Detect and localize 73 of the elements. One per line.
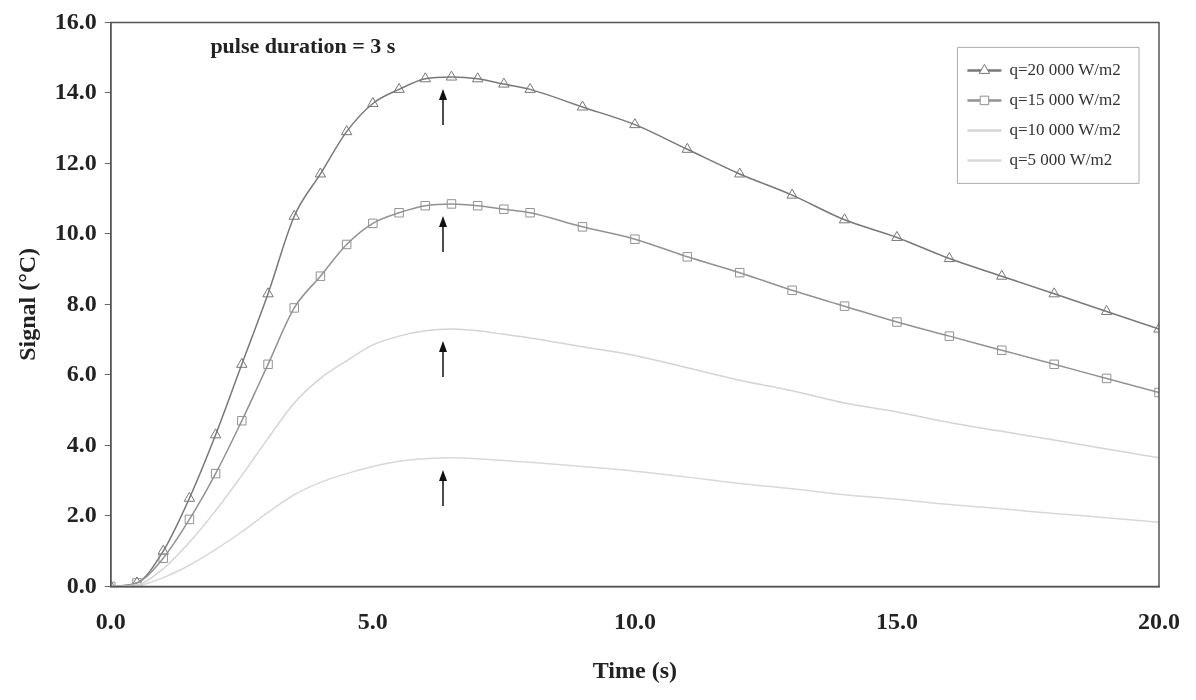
point	[892, 317, 902, 327]
y-tick-label: 8.0	[66, 289, 97, 316]
point	[1049, 359, 1059, 370]
point	[787, 285, 797, 296]
point	[524, 82, 536, 93]
point	[263, 359, 273, 370]
x-axis-title: Time (s)	[592, 656, 678, 683]
point	[314, 167, 327, 178]
point	[1048, 287, 1060, 298]
legend-label: q=10 000 W/m2	[1009, 119, 1121, 139]
point	[1101, 373, 1112, 384]
x-tick-label: 5.0	[357, 608, 388, 634]
y-tick-label: 2.0	[66, 501, 97, 528]
point	[630, 234, 640, 244]
point	[288, 209, 300, 220]
y-axis-title: Signal (°C)	[13, 247, 40, 361]
y-tick-label: 0.0	[66, 571, 97, 598]
point	[839, 301, 850, 311]
point	[289, 303, 299, 313]
point	[340, 125, 353, 136]
point	[838, 213, 851, 224]
point	[629, 118, 641, 129]
y-tick-label: 10.0	[54, 219, 97, 246]
point	[1100, 304, 1113, 315]
point	[237, 415, 247, 426]
point	[445, 70, 458, 81]
point	[525, 208, 535, 218]
point	[210, 468, 221, 479]
x-tick-label: 20.0	[1138, 608, 1180, 634]
point	[577, 222, 588, 232]
legend-label: q=15 000 W/m2	[1009, 89, 1121, 109]
point	[472, 200, 483, 211]
point	[498, 77, 510, 88]
point	[734, 267, 745, 278]
point	[341, 239, 352, 250]
annotation: pulse duration = 3 s	[210, 33, 396, 59]
point	[943, 252, 956, 263]
y-tick-label: 4.0	[66, 430, 97, 457]
y-tick-label: 14.0	[54, 78, 97, 105]
point	[734, 167, 746, 178]
point	[158, 553, 168, 563]
point	[786, 188, 798, 199]
x-tick-label: 15.0	[875, 608, 918, 634]
point	[576, 100, 589, 111]
y-tick-label: 6.0	[66, 360, 97, 387]
point	[368, 218, 378, 229]
point	[446, 199, 457, 209]
point	[367, 96, 379, 107]
point	[393, 82, 405, 93]
point	[419, 72, 431, 83]
point	[157, 544, 169, 555]
point	[996, 269, 1008, 280]
x-tick-label: 0.0	[95, 608, 126, 634]
x-tick-label: 10.0	[613, 608, 656, 634]
legend-label: q=20 000 W/m2	[1009, 59, 1121, 79]
point	[420, 200, 430, 211]
point	[184, 514, 195, 525]
point	[471, 72, 484, 83]
legend-label: q=5 000 W/m2	[1009, 149, 1113, 169]
point	[394, 208, 404, 218]
point	[236, 357, 248, 368]
point	[944, 331, 955, 341]
point	[681, 142, 694, 153]
point	[209, 428, 222, 439]
point	[262, 287, 274, 298]
point	[997, 345, 1007, 355]
y-tick-label: 12.0	[54, 148, 97, 175]
point	[499, 204, 509, 214]
point	[891, 230, 903, 241]
point	[682, 252, 693, 262]
point	[183, 491, 196, 502]
point	[315, 271, 326, 281]
y-tick-label: 16.0	[54, 7, 97, 34]
